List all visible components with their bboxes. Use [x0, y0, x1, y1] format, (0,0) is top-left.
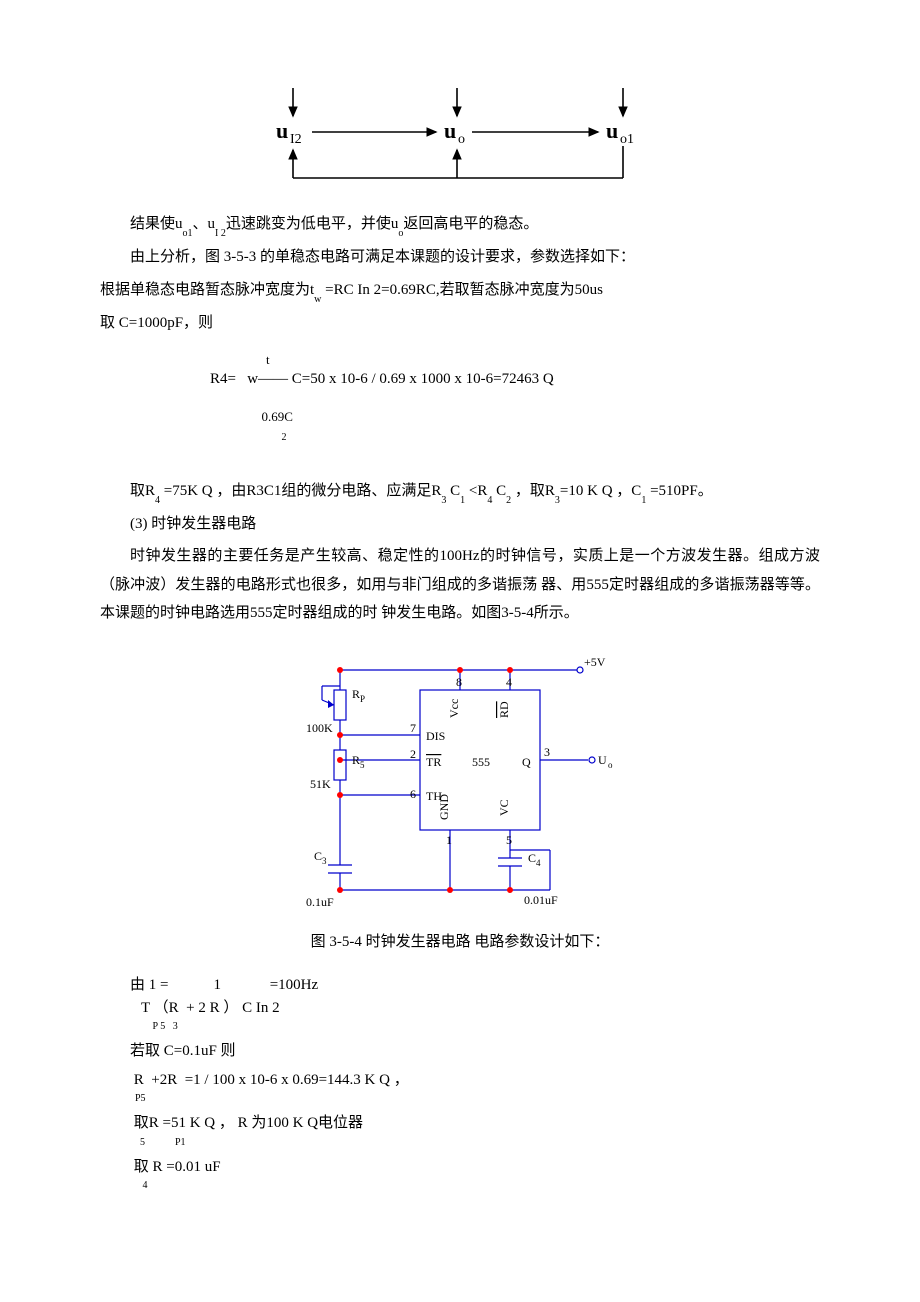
text: =RC In 2=0.69RC,若取暂态脉冲宽度为50us: [321, 282, 603, 298]
eq-line: P 5 3: [130, 1019, 820, 1034]
equation-r-sum: R +2R =1 / 100 x 10-6 x 0.69=144.3 K Q ，…: [130, 1069, 820, 1107]
svg-text:0.1uF: 0.1uF: [306, 895, 334, 909]
signal-flow-diagram: u I2 u o u o1: [240, 80, 680, 190]
svg-text:TR: TR: [426, 755, 441, 769]
eq-line: P5: [130, 1091, 820, 1106]
subscript: I 2: [215, 228, 226, 239]
svg-text:I2: I2: [290, 132, 302, 147]
formula-line: R4= w—— C=50 x 10-6 / 0.69 x 1000 x 10-6…: [210, 369, 820, 390]
svg-text:5: 5: [360, 760, 365, 770]
formula-r4: t R4= w—— C=50 x 10-6 / 0.69 x 1000 x 10…: [210, 351, 820, 463]
subscript: 2: [506, 495, 511, 506]
eq-line: 由 1 = 1 =100Hz: [130, 974, 820, 997]
text: 、u: [193, 216, 216, 232]
svg-text:GND: GND: [437, 794, 451, 820]
svg-text:3: 3: [544, 745, 550, 759]
eq-line: R +2R =1 / 100 x 10-6 x 0.69=144.3 K Q ，: [130, 1069, 820, 1092]
paragraph-analysis: 由上分析，图 3-5-3 的单稳态电路可满足本课题的设计要求，参数选择如下：: [100, 243, 820, 272]
subscript: 1: [641, 495, 646, 506]
text: C: [492, 483, 506, 499]
svg-text:4: 4: [536, 858, 541, 868]
svg-text:3: 3: [322, 856, 327, 866]
svg-text:VC: VC: [497, 799, 511, 816]
text: C: [446, 483, 460, 499]
text: 根据单稳态电路暂态脉冲宽度为t: [100, 282, 314, 298]
circuit-555-diagram: +5V RP 100K R5 51K C3 0.1uF C4 0.01uF 8 …: [300, 640, 620, 920]
text: 返回高电平的稳态。: [403, 216, 538, 232]
text: <R: [465, 483, 487, 499]
svg-text:7: 7: [410, 721, 416, 735]
svg-text:u: u: [606, 118, 618, 143]
svg-text:0.01uF: 0.01uF: [524, 893, 558, 907]
paragraph-take-r: 取R4 =75K Q ，由R3C1组的微分电路、应满足R3 C1 <R4 C2 …: [100, 477, 820, 506]
svg-text:o: o: [608, 760, 613, 770]
subscript: 3: [441, 495, 446, 506]
svg-text:8: 8: [456, 675, 462, 689]
svg-text:5: 5: [506, 833, 512, 847]
text: ，取R: [511, 483, 555, 499]
equation-take-c: 若取 C=0.1uF 则: [130, 1040, 820, 1063]
svg-text:u: u: [276, 118, 288, 143]
subscript: w: [314, 294, 321, 305]
subscript: o: [398, 228, 403, 239]
svg-text:4: 4: [506, 675, 512, 689]
svg-text:RD: RD: [497, 701, 511, 718]
text: 迅速跳变为低电平，并使u: [226, 216, 399, 232]
svg-text:C: C: [528, 851, 536, 865]
subscript: o1: [183, 228, 193, 239]
paragraph-formula-intro: 根据单稳态电路暂态脉冲宽度为tw =RC In 2=0.69RC,若取暂态脉冲宽…: [100, 276, 820, 305]
svg-text:C: C: [314, 849, 322, 863]
svg-text:DIS: DIS: [426, 729, 445, 743]
svg-text:51K: 51K: [310, 777, 331, 791]
eq-line: 4: [130, 1178, 820, 1193]
formula-line: 0.69C 2: [210, 390, 820, 463]
svg-text:Vcc: Vcc: [447, 699, 461, 718]
label-5v: +5V: [584, 655, 606, 669]
eq-line: T （R + 2 R ） C In 2: [130, 997, 820, 1020]
svg-text:P: P: [360, 694, 365, 704]
svg-text:Q: Q: [522, 755, 531, 769]
figure-caption-3-5-4: 图 3-5-4 时钟发生器电路 电路参数设计如下：: [100, 928, 820, 957]
equation-take-r5: 取R =51 K Q ， R 为100 K Q电位器 5 P1: [130, 1112, 820, 1150]
text: 取R: [130, 483, 155, 499]
svg-text:o: o: [458, 132, 465, 147]
svg-text:o1: o1: [620, 132, 634, 147]
svg-text:2: 2: [410, 747, 416, 761]
svg-text:U: U: [598, 753, 607, 767]
svg-text:555: 555: [472, 755, 490, 769]
eq-line: 取 R =0.01 uF: [130, 1156, 820, 1179]
svg-text:R: R: [352, 753, 360, 767]
eq-line: 5 P1: [130, 1135, 820, 1150]
subscript: 4: [155, 495, 160, 506]
text: =10 K Q ，C: [560, 483, 641, 499]
heading-clock: (3) 时钟发生器电路: [100, 510, 820, 539]
subscript: 3: [555, 495, 560, 506]
equation-take-r4: 取 R =0.01 uF 4: [130, 1156, 820, 1194]
formula-line: t: [210, 351, 820, 369]
subscript: 1: [460, 495, 465, 506]
paragraph-clock-desc: 时钟发生器的主要任务是产生较高、稳定性的100Hz的时钟信号，实质上是一个方波发…: [100, 542, 820, 628]
text: =75K Q ，由R3C1组的微分电路、应满足R: [160, 483, 441, 499]
eq-line: 取R =51 K Q ， R 为100 K Q电位器: [130, 1112, 820, 1135]
svg-text:100K: 100K: [306, 721, 333, 735]
svg-text:u: u: [444, 118, 456, 143]
paragraph-take-c: 取 C=1000pF，则: [100, 309, 820, 338]
subscript: 4: [487, 495, 492, 506]
eq-line: 若取 C=0.1uF 则: [130, 1040, 820, 1063]
svg-text:R: R: [352, 687, 360, 701]
svg-text:6: 6: [410, 787, 416, 801]
paragraph-result: 结果使uo1、uI 2迅速跳变为低电平，并使uo返回高电平的稳态。: [100, 210, 820, 239]
svg-text:1: 1: [446, 833, 452, 847]
equation-freq: 由 1 = 1 =100Hz T （R + 2 R ） C In 2 P 5 3: [130, 974, 820, 1034]
text: 结果使u: [130, 216, 183, 232]
text: =510PF。: [646, 483, 712, 499]
